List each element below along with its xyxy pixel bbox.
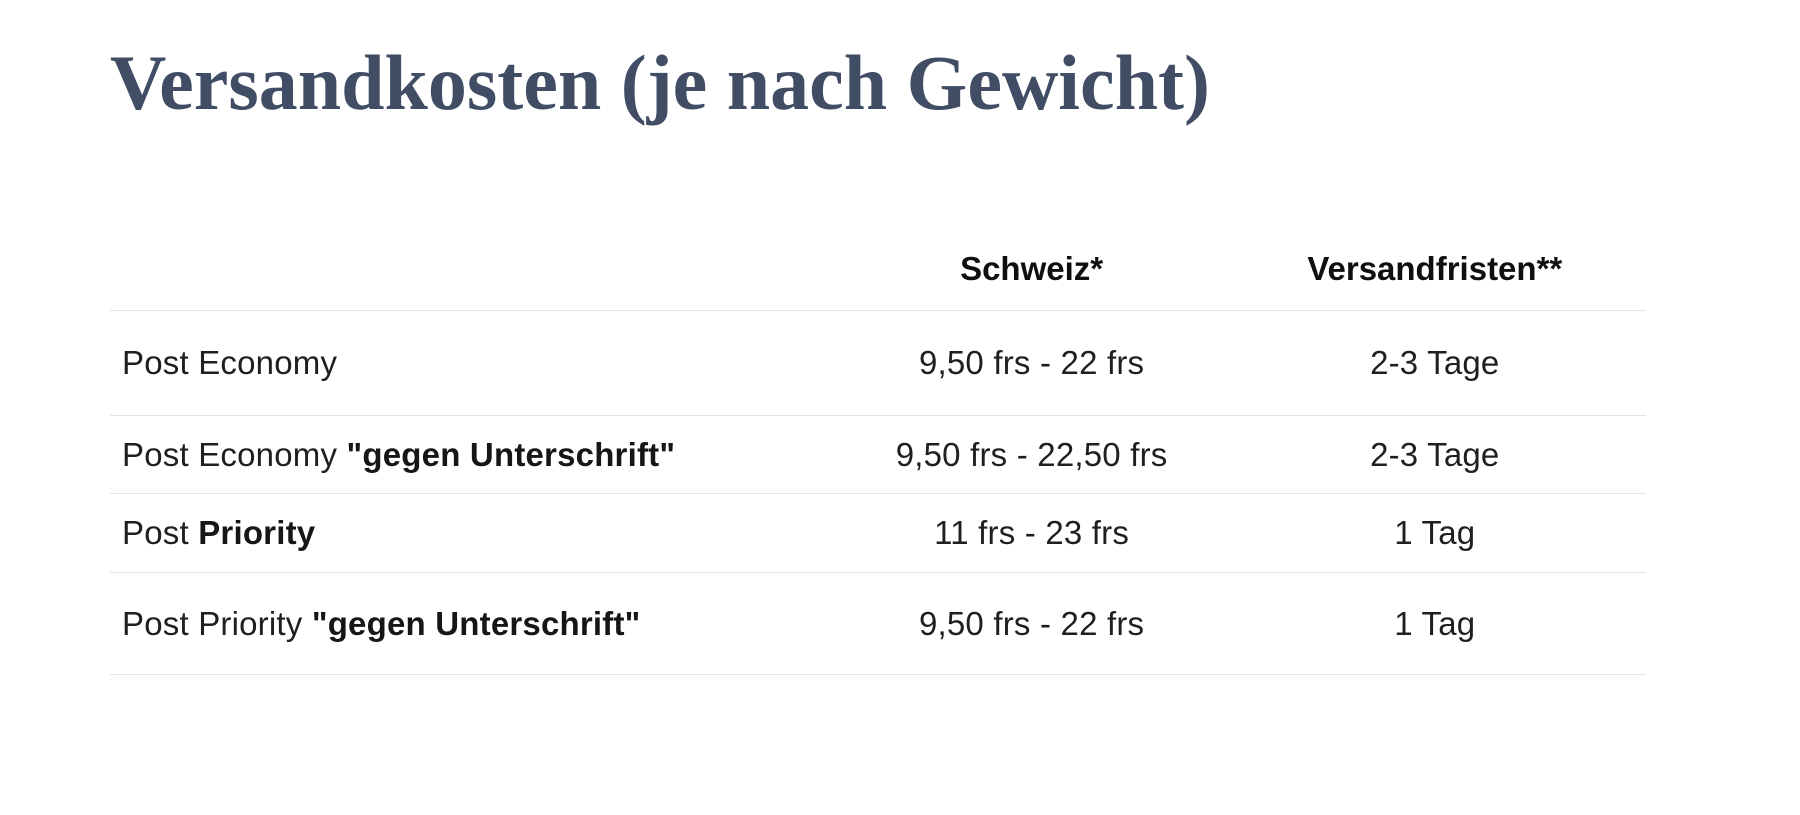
row-label: Post Economy "gegen Unterschrift" (110, 436, 840, 474)
table-row: Post Priority "gegen Unterschrift" 9,50 … (110, 572, 1646, 675)
cell-schweiz-price: 9,50 frs - 22,50 frs (895, 435, 1168, 473)
row-label-regular: Post Priority (122, 604, 312, 642)
table-row: Post Priority 11 frs - 23 frs 1 Tag (110, 493, 1646, 572)
shipping-costs-table: Schweiz* Versandfristen** Post Economy 9… (110, 228, 1646, 675)
page-title: Versandkosten (je nach Gewicht) (110, 39, 1210, 126)
row-label-regular: Post Economy (122, 435, 347, 473)
table-header-row: Schweiz* Versandfristen** (110, 228, 1646, 310)
row-label: Post Priority "gegen Unterschrift" (110, 605, 840, 643)
header-schweiz: Schweiz* (960, 250, 1104, 287)
row-label: Post Economy (110, 344, 840, 382)
cell-versandfrist: 1 Tag (1394, 604, 1476, 642)
cell-versandfrist: 2-3 Tage (1370, 344, 1500, 381)
cell-versandfrist: 1 Tag (1394, 514, 1476, 551)
page-content: Versandkosten (je nach Gewicht) Schweiz*… (110, 44, 1646, 675)
row-label-bold: "gegen Unterschrift" (346, 435, 676, 473)
row-label-bold: "gegen Unterschrift" (311, 604, 641, 642)
row-label: Post Priority (110, 514, 840, 552)
cell-schweiz-price: 11 frs - 23 frs (934, 514, 1130, 551)
row-label-bold: Priority (198, 514, 316, 551)
row-label-regular: Post (122, 514, 199, 551)
cell-versandfrist: 2-3 Tage (1370, 435, 1500, 473)
cell-schweiz-price: 9,50 frs - 22 frs (918, 604, 1145, 642)
row-label-regular: Post Economy (122, 344, 338, 381)
header-versandfristen: Versandfristen** (1307, 250, 1563, 287)
table-row: Post Economy "gegen Unterschrift" 9,50 f… (110, 415, 1646, 493)
table-row: Post Economy 9,50 frs - 22 frs 2-3 Tage (110, 310, 1646, 415)
cell-schweiz-price: 9,50 frs - 22 frs (918, 344, 1145, 381)
